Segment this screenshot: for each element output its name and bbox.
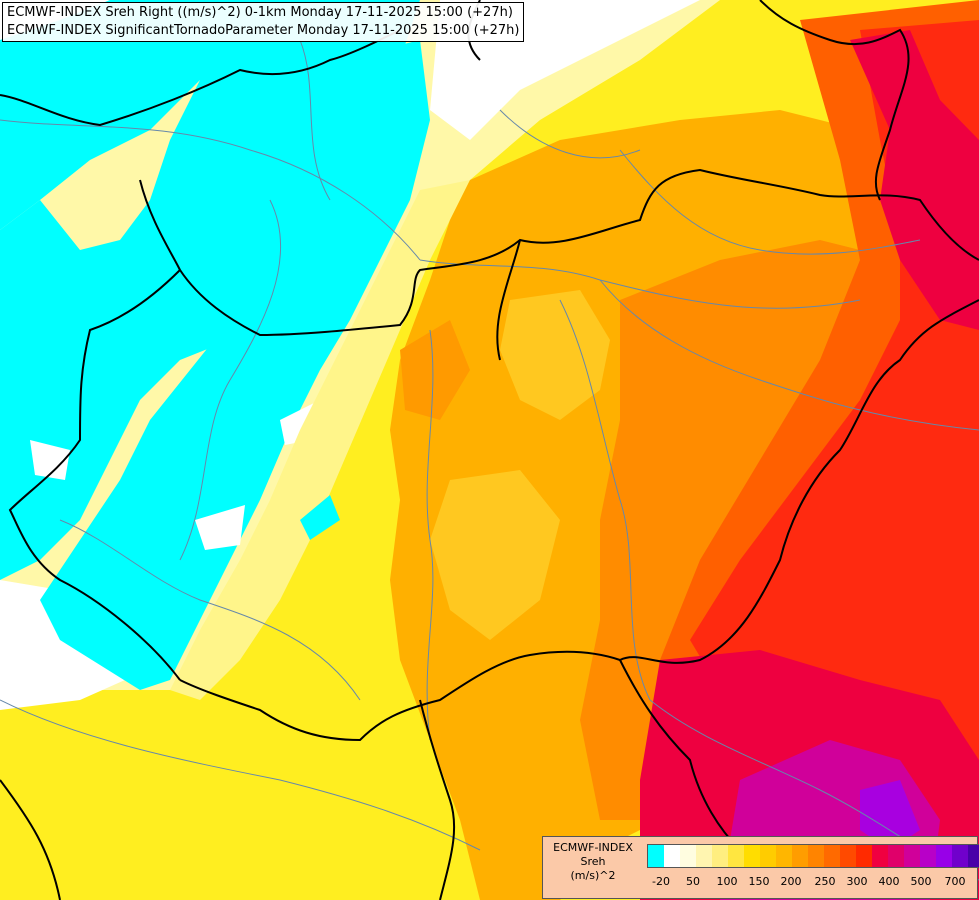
field-cyan-island	[300, 495, 340, 540]
legend-tick-label: 100	[716, 875, 738, 888]
rivers	[0, 39, 979, 881]
legend-swatch	[856, 845, 872, 867]
legend-swatch	[648, 845, 664, 867]
legend-swatch	[680, 845, 696, 867]
title-line-2: ECMWF-INDEX SignificantTornadoParameter …	[7, 23, 520, 38]
field-cyan	[0, 0, 250, 230]
legend-swatch	[952, 845, 968, 867]
legend-swatch	[904, 845, 920, 867]
legend-swatch	[968, 845, 979, 867]
legend-model: ECMWF-INDEX	[553, 841, 633, 854]
legend-swatch	[920, 845, 936, 867]
legend-tick-label: 200	[780, 875, 802, 888]
legend-swatch	[936, 845, 952, 867]
field-paleyellow-band	[170, 180, 470, 700]
legend-swatch	[808, 845, 824, 867]
legend-swatch	[840, 845, 856, 867]
legend-swatch	[728, 845, 744, 867]
legend-tick-label: 400	[878, 875, 900, 888]
legend-swatch	[712, 845, 728, 867]
field-white-6	[195, 505, 245, 550]
field-white-4	[30, 440, 70, 480]
legend-swatch	[888, 845, 904, 867]
legend-swatch	[872, 845, 888, 867]
legend-swatch	[696, 845, 712, 867]
legend-swatch	[760, 845, 776, 867]
legend-swatch	[824, 845, 840, 867]
field-cyan-3	[40, 40, 430, 690]
legend-swatch	[744, 845, 760, 867]
legend-color-bar	[647, 844, 979, 868]
color-legend: ECMWF-INDEX Sreh (m/s)^2 -20 50 100 150 200 2…	[542, 836, 979, 899]
field-crimson	[850, 30, 979, 330]
legend-tick-label: 50	[686, 875, 700, 888]
map-title: ECMWF-INDEX Sreh Right ((m/s)^2) 0-1km M…	[2, 2, 525, 42]
legend-tick-label: -20	[652, 875, 670, 888]
legend-tick-label: 150	[748, 875, 770, 888]
field-purple	[860, 780, 920, 850]
legend-swatch	[664, 845, 680, 867]
field-darkorange-2	[400, 320, 470, 420]
legend-tick-label: 500	[910, 875, 932, 888]
legend-swatch	[792, 845, 808, 867]
field-lightorange-2	[430, 470, 560, 640]
legend-title: ECMWF-INDEX Sreh (m/s)^2	[543, 841, 643, 883]
title-line-1: ECMWF-INDEX Sreh Right ((m/s)^2) 0-1km M…	[7, 5, 513, 20]
legend-tick-label: 700	[944, 875, 966, 888]
legend-variable: Sreh	[580, 855, 606, 868]
legend-tick-label: 300	[846, 875, 868, 888]
field-lightorange	[500, 290, 610, 420]
legend-unit: (m/s)^2	[570, 869, 616, 882]
legend-swatch	[776, 845, 792, 867]
legend-tick-label: 250	[814, 875, 836, 888]
legend-labels: -20 50 100 150 200 250 300 400 500 700	[647, 875, 977, 889]
